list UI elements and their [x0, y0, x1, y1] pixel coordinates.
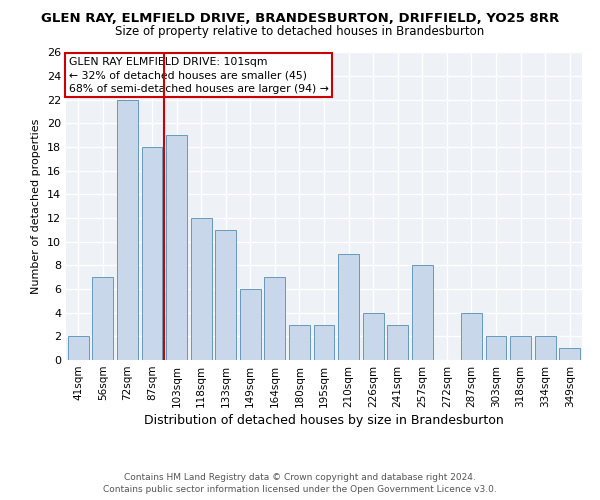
Y-axis label: Number of detached properties: Number of detached properties [31, 118, 41, 294]
Bar [461, 312, 482, 360]
Bar [92, 277, 113, 360]
Bar [117, 100, 138, 360]
Bar [265, 277, 286, 360]
Text: GLEN RAY, ELMFIELD DRIVE, BRANDESBURTON, DRIFFIELD, YO25 8RR: GLEN RAY, ELMFIELD DRIVE, BRANDESBURTON,… [41, 12, 559, 26]
Bar [240, 289, 261, 360]
Bar [510, 336, 531, 360]
Bar [289, 324, 310, 360]
Bar [215, 230, 236, 360]
Text: GLEN RAY ELMFIELD DRIVE: 101sqm
← 32% of detached houses are smaller (45)
68% of: GLEN RAY ELMFIELD DRIVE: 101sqm ← 32% of… [68, 57, 328, 94]
Bar [387, 324, 408, 360]
Bar [314, 324, 334, 360]
Bar [191, 218, 212, 360]
Bar [412, 266, 433, 360]
Bar [166, 136, 187, 360]
Bar [68, 336, 89, 360]
Bar [362, 312, 383, 360]
Bar [559, 348, 580, 360]
Text: Size of property relative to detached houses in Brandesburton: Size of property relative to detached ho… [115, 25, 485, 38]
Bar [485, 336, 506, 360]
Bar [142, 147, 163, 360]
Bar [535, 336, 556, 360]
X-axis label: Distribution of detached houses by size in Brandesburton: Distribution of detached houses by size … [144, 414, 504, 427]
Bar [338, 254, 359, 360]
Text: Contains HM Land Registry data © Crown copyright and database right 2024.
Contai: Contains HM Land Registry data © Crown c… [103, 472, 497, 494]
